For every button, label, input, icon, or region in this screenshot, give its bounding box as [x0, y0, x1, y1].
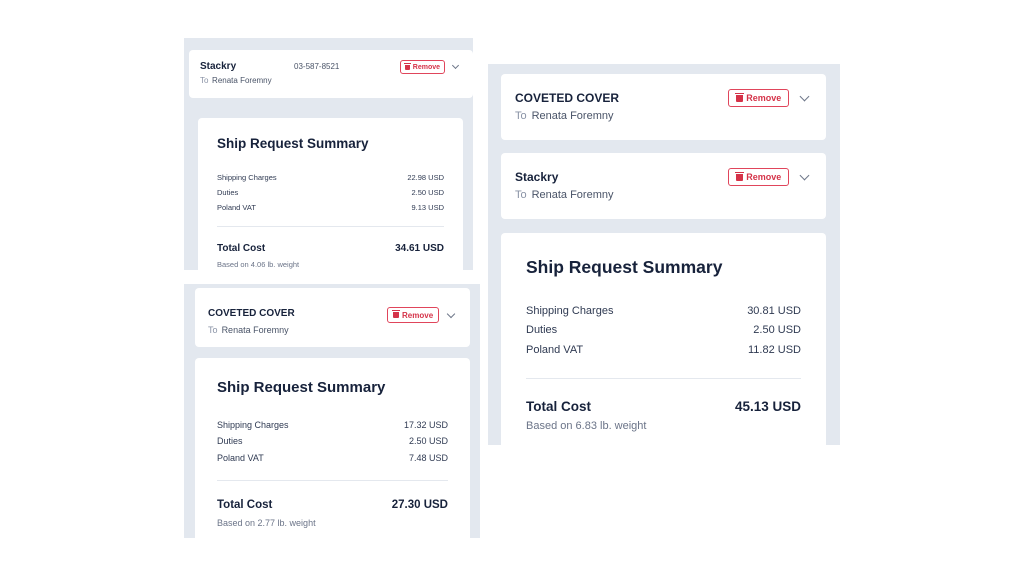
- duties-label: Duties: [217, 188, 239, 197]
- chevron-down-icon[interactable]: [446, 309, 456, 319]
- to-label: To: [208, 325, 218, 335]
- shipping-charges-label: Shipping Charges: [526, 305, 614, 317]
- duties-value: 2.50 USD: [408, 436, 448, 446]
- vat-value: 7.48 USD: [408, 453, 448, 463]
- trash-icon: [734, 92, 744, 102]
- duties-label: Duties: [526, 324, 558, 336]
- remove-label: Remove: [402, 310, 434, 320]
- panel-b: COVETED COVER To Renata Foremny Remove Sh…: [184, 284, 480, 538]
- summary-card: Ship Request Summary Shipping Charges 30…: [501, 233, 826, 445]
- remove-label: Remove: [746, 172, 782, 182]
- remove-label: Remove: [412, 63, 441, 71]
- total-cost-value: 27.30 USD: [391, 499, 448, 511]
- duties-label: Duties: [217, 436, 243, 446]
- recipient-name: Renata Foremny: [221, 325, 289, 335]
- summary-card: Ship Request Summary Shipping Charges 17…: [195, 358, 470, 538]
- shipment-card[interactable]: Stackry To Renata Foremny Remove: [501, 153, 826, 219]
- total-cost-label: Total Cost: [217, 243, 266, 254]
- recipient-name: Renata Foremny: [212, 76, 272, 85]
- duties-value: 2.50 USD: [753, 324, 801, 336]
- shipment-name: Stackry: [515, 170, 559, 184]
- remove-label: Remove: [746, 93, 782, 103]
- trash-icon: [403, 62, 411, 70]
- trash-icon: [734, 171, 744, 181]
- duties-value: 2.50 USD: [411, 188, 444, 197]
- recipient-name: Renata Foremny: [531, 110, 614, 122]
- shipping-charges-label: Shipping Charges: [217, 173, 277, 182]
- total-cost-value: 45.13 USD: [734, 399, 801, 414]
- vat-value: 9.13 USD: [411, 203, 444, 212]
- shipment-recipient: To Renata Foremny: [515, 110, 614, 122]
- shipping-charges-value: 22.98 USD: [407, 173, 444, 182]
- to-label: To: [515, 110, 527, 122]
- shipment-name: Stackry: [200, 61, 237, 72]
- summary-title: Ship Request Summary: [217, 136, 369, 151]
- shipment-name: COVETED COVER: [208, 308, 295, 319]
- vat-label: Poland VAT: [217, 203, 256, 212]
- shipment-recipient: To Renata Foremny: [208, 325, 289, 335]
- summary-card: Ship Request Summary Shipping Charges 22…: [198, 118, 463, 270]
- weight-note: Based on 4.06 lb. weight: [217, 260, 300, 269]
- shipment-phone: 03-587-8521: [294, 62, 340, 71]
- chevron-down-icon[interactable]: [799, 170, 810, 181]
- to-label: To: [200, 76, 209, 85]
- summary-title: Ship Request Summary: [217, 379, 386, 396]
- shipping-charges-value: 17.32 USD: [403, 420, 448, 430]
- panel-a: Stackry 03-587-8521 To Renata Foremny Rem…: [184, 38, 473, 270]
- shipment-recipient: To Renata Foremny: [515, 189, 614, 201]
- shipment-recipient: To Renata Foremny: [200, 76, 272, 85]
- divider: [526, 378, 801, 379]
- shipment-card[interactable]: COVETED COVER To Renata Foremny Remove: [195, 288, 470, 347]
- weight-note: Based on 6.83 lb. weight: [526, 420, 647, 432]
- panel-c: COVETED COVER To Renata Foremny Remove St…: [488, 64, 840, 445]
- chevron-down-icon[interactable]: [451, 61, 460, 70]
- shipment-name: COVETED COVER: [515, 91, 620, 105]
- vat-value: 11.82 USD: [748, 344, 801, 356]
- vat-label: Poland VAT: [217, 453, 264, 463]
- trash-icon: [391, 310, 400, 318]
- recipient-name: Renata Foremny: [531, 189, 614, 201]
- shipping-charges-label: Shipping Charges: [217, 420, 289, 430]
- divider: [217, 480, 448, 481]
- remove-button[interactable]: Remove: [728, 168, 789, 186]
- to-label: To: [515, 189, 527, 201]
- chevron-down-icon[interactable]: [799, 91, 810, 102]
- divider: [217, 226, 444, 227]
- total-cost-label: Total Cost: [526, 399, 591, 414]
- remove-button[interactable]: Remove: [400, 60, 445, 74]
- shipping-charges-value: 30.81 USD: [747, 305, 801, 317]
- summary-title: Ship Request Summary: [526, 257, 723, 277]
- total-cost-value: 34.61 USD: [395, 243, 444, 254]
- remove-button[interactable]: Remove: [387, 307, 439, 323]
- total-cost-label: Total Cost: [217, 499, 273, 511]
- vat-label: Poland VAT: [526, 344, 584, 356]
- shipment-card[interactable]: Stackry 03-587-8521 To Renata Foremny Rem…: [189, 50, 473, 98]
- shipment-card[interactable]: COVETED COVER To Renata Foremny Remove: [501, 74, 826, 140]
- weight-note: Based on 2.77 lb. weight: [217, 518, 316, 528]
- remove-button[interactable]: Remove: [728, 89, 789, 107]
